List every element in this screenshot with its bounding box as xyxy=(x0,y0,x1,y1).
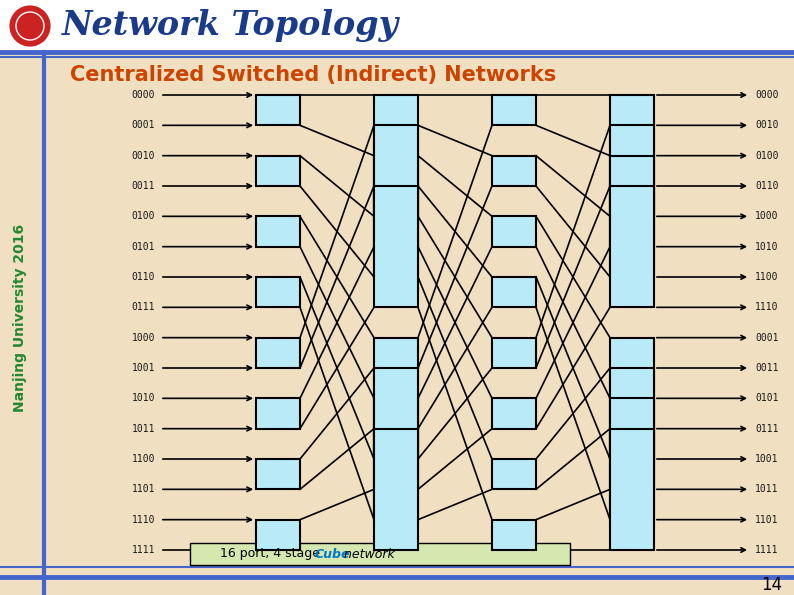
Text: 0000: 0000 xyxy=(755,90,778,100)
Bar xyxy=(492,519,536,550)
Circle shape xyxy=(24,26,36,38)
Text: network: network xyxy=(340,547,395,560)
Text: 0010: 0010 xyxy=(132,151,155,161)
Text: 1000: 1000 xyxy=(755,211,778,221)
Bar xyxy=(492,398,536,428)
Text: 1010: 1010 xyxy=(132,393,155,403)
Bar xyxy=(610,398,654,519)
Bar xyxy=(256,156,300,186)
Text: 1001: 1001 xyxy=(755,454,778,464)
Bar xyxy=(610,95,654,217)
Bar xyxy=(374,398,418,519)
Bar xyxy=(610,156,654,277)
Bar xyxy=(492,277,536,308)
Text: 1111: 1111 xyxy=(132,545,155,555)
Text: 14: 14 xyxy=(761,576,782,594)
Text: 16 port, 4 stage: 16 port, 4 stage xyxy=(220,547,324,560)
Text: Nanjing University 2016: Nanjing University 2016 xyxy=(13,224,27,412)
Text: 0101: 0101 xyxy=(755,393,778,403)
Text: 1011: 1011 xyxy=(755,484,778,494)
Bar xyxy=(610,428,654,550)
Text: 1110: 1110 xyxy=(755,302,778,312)
Bar xyxy=(374,338,418,459)
Text: 0110: 0110 xyxy=(132,272,155,282)
Bar xyxy=(374,95,418,217)
Bar xyxy=(492,217,536,247)
Bar xyxy=(610,368,654,489)
Text: 1110: 1110 xyxy=(132,515,155,525)
Text: 0111: 0111 xyxy=(132,302,155,312)
Text: 0001: 0001 xyxy=(755,333,778,343)
Text: 1111: 1111 xyxy=(755,545,778,555)
Text: 0011: 0011 xyxy=(755,363,778,373)
Text: 1101: 1101 xyxy=(755,515,778,525)
Text: Network Topology: Network Topology xyxy=(62,10,399,42)
Text: 1001: 1001 xyxy=(132,363,155,373)
Text: 0000: 0000 xyxy=(132,90,155,100)
Bar xyxy=(256,217,300,247)
Bar xyxy=(256,338,300,368)
Bar xyxy=(492,95,536,126)
Bar xyxy=(190,543,570,565)
Bar xyxy=(374,368,418,489)
Circle shape xyxy=(8,4,52,48)
Bar xyxy=(256,277,300,308)
Text: 1100: 1100 xyxy=(132,454,155,464)
Text: Cube: Cube xyxy=(315,547,350,560)
Bar xyxy=(256,519,300,550)
Bar xyxy=(610,186,654,308)
Text: 1101: 1101 xyxy=(132,484,155,494)
Text: 0110: 0110 xyxy=(755,181,778,191)
Text: 1011: 1011 xyxy=(132,424,155,434)
Bar xyxy=(374,156,418,277)
Bar xyxy=(374,126,418,247)
Bar xyxy=(374,428,418,550)
Bar xyxy=(492,338,536,368)
Text: Centralized Switched (Indirect) Networks: Centralized Switched (Indirect) Networks xyxy=(70,65,557,85)
Text: 1010: 1010 xyxy=(755,242,778,252)
Text: 1100: 1100 xyxy=(755,272,778,282)
Text: 0011: 0011 xyxy=(132,181,155,191)
Bar xyxy=(610,126,654,247)
Bar xyxy=(256,459,300,489)
Bar xyxy=(256,398,300,428)
Text: 0101: 0101 xyxy=(132,242,155,252)
Text: 0111: 0111 xyxy=(755,424,778,434)
Bar xyxy=(0,0,794,52)
Text: 0001: 0001 xyxy=(132,120,155,130)
Bar xyxy=(492,459,536,489)
Bar xyxy=(374,186,418,308)
Bar xyxy=(492,156,536,186)
Text: 0100: 0100 xyxy=(132,211,155,221)
Bar xyxy=(256,95,300,126)
Text: 0010: 0010 xyxy=(755,120,778,130)
Text: 1000: 1000 xyxy=(132,333,155,343)
Text: 0100: 0100 xyxy=(755,151,778,161)
Bar xyxy=(610,338,654,459)
